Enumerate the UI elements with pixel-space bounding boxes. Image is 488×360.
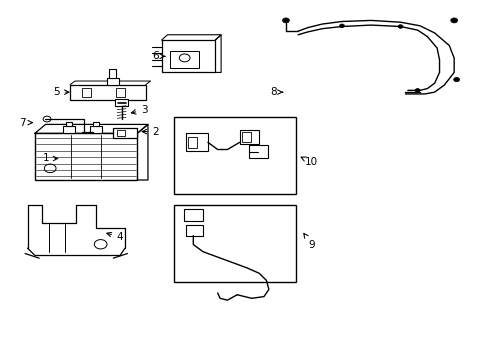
Bar (161, 40, 215, 72)
Bar (185, 134, 207, 151)
Circle shape (414, 89, 419, 92)
Bar (63, 126, 75, 134)
Bar (89, 126, 102, 134)
Text: 5: 5 (53, 87, 69, 97)
Circle shape (339, 24, 344, 28)
Bar (35, 134, 137, 180)
Bar (115, 88, 124, 96)
Bar (239, 130, 259, 144)
Text: 9: 9 (303, 233, 314, 249)
Bar (109, 69, 116, 78)
Text: 8: 8 (270, 87, 282, 97)
Bar (107, 78, 119, 85)
Text: 7: 7 (20, 118, 32, 128)
Bar (242, 132, 250, 142)
Bar (249, 145, 267, 158)
Text: 6: 6 (152, 51, 164, 61)
Bar (115, 99, 128, 106)
Text: 4: 4 (107, 232, 123, 242)
Circle shape (453, 77, 459, 82)
Bar (169, 51, 199, 68)
Text: 3: 3 (131, 105, 147, 115)
Circle shape (397, 25, 402, 28)
Bar (173, 117, 295, 194)
Bar (113, 129, 137, 138)
Text: 10: 10 (301, 157, 318, 167)
Bar (185, 225, 203, 235)
Bar (93, 122, 99, 126)
Bar (70, 85, 145, 100)
Text: 1: 1 (42, 153, 58, 163)
Text: 2: 2 (142, 127, 159, 136)
Circle shape (282, 18, 289, 23)
Bar (116, 130, 125, 136)
Bar (66, 122, 72, 126)
Circle shape (450, 18, 457, 23)
Bar (183, 209, 203, 221)
Bar (188, 137, 197, 148)
Bar (81, 88, 90, 96)
Bar (173, 205, 295, 282)
